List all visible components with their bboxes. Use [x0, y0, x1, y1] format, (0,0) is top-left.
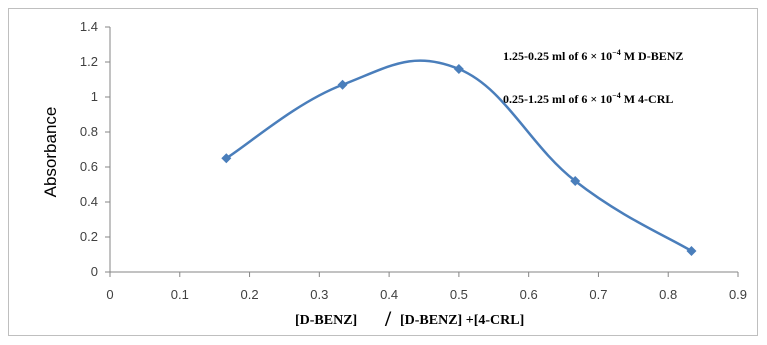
x-tick-label: 0.2: [241, 287, 259, 302]
x-axis-ticks: 0 0.1 0.2 0.3 0.4 0.5 0.6 0.7 0.8 0.9: [106, 272, 747, 302]
x-tick-label: 0.4: [380, 287, 398, 302]
annotation-4-crl-exponent: −4: [612, 91, 621, 100]
x-tick-label: 0.1: [171, 287, 189, 302]
data-point-marker: [453, 64, 464, 74]
annotation-4-crl-unit: M 4-CRL: [621, 92, 674, 106]
y-tick-label: 0.2: [80, 229, 98, 244]
x-tick-label: 0.9: [729, 287, 747, 302]
data-point-marker: [686, 246, 697, 256]
x-axis-label-numerator: [D-BENZ]: [295, 313, 357, 328]
series-line: [225, 59, 693, 253]
y-axis-label: Absorbance: [41, 107, 60, 198]
y-tick-label: 1.2: [80, 54, 98, 69]
axes: [109, 27, 738, 273]
annotation-d-benz-text: 1.25-0.25 ml of 6 × 10: [503, 49, 612, 63]
annotation-d-benz: 1.25-0.25 ml of 6 × 10−4 M D-BENZ: [503, 48, 683, 63]
data-point-marker: [221, 153, 232, 164]
x-tick-label: 0.6: [520, 287, 538, 302]
x-tick-label: 0: [106, 287, 113, 302]
y-tick-label: 0.4: [80, 194, 98, 209]
annotation-d-benz-unit: M D-BENZ: [621, 49, 684, 63]
y-tick-label: 0.6: [80, 159, 98, 174]
chart-frame: [8, 8, 758, 336]
annotation-4-crl: 0.25-1.25 ml of 6 × 10−4 M 4-CRL: [503, 91, 673, 106]
x-tick-label: 0.5: [450, 287, 468, 302]
y-tick-label: 0: [91, 264, 98, 279]
x-tick-label: 0.3: [310, 287, 328, 302]
x-axis-label-denominator: [D-BENZ] +[4-CRL]: [400, 313, 524, 328]
y-axis-ticks: 0 0.2 0.4 0.6 0.8 1 1.2 1.4: [80, 19, 110, 279]
y-tick-label: 1: [91, 89, 98, 104]
annotation-d-benz-exponent: −4: [612, 48, 621, 57]
data-point-marker: [337, 79, 348, 90]
y-tick-label: 1.4: [80, 19, 98, 34]
series-layer: [221, 59, 697, 256]
x-tick-label: 0.7: [589, 287, 607, 302]
annotation-4-crl-text: 0.25-1.25 ml of 6 × 10: [503, 92, 612, 106]
data-point-marker: [570, 176, 581, 186]
y-tick-label: 0.8: [80, 124, 98, 139]
x-axis-label-divider: /: [384, 306, 392, 331]
x-tick-label: 0.8: [659, 287, 677, 302]
